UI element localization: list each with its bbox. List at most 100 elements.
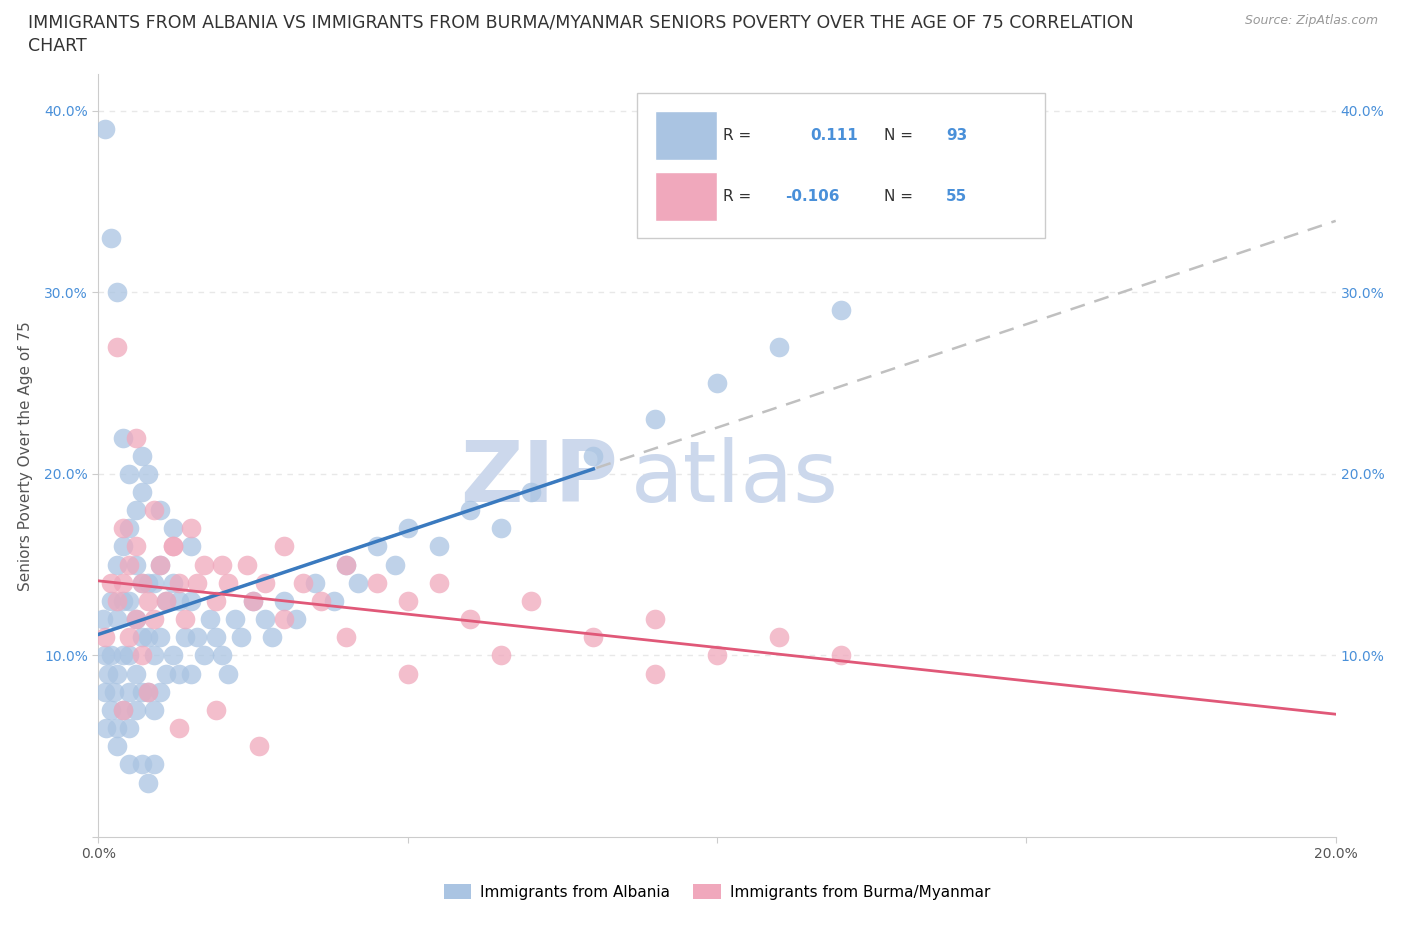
- Point: [118, 593, 141, 608]
- Point: [136, 467, 159, 482]
- Point: [97, 666, 120, 681]
- Point: [254, 576, 277, 591]
- Point: [335, 557, 357, 572]
- FancyBboxPatch shape: [637, 93, 1045, 238]
- Point: [396, 593, 419, 608]
- Point: [162, 648, 184, 663]
- Point: [118, 684, 141, 699]
- Point: [180, 539, 202, 554]
- Point: [644, 412, 666, 427]
- Text: ZIP: ZIP: [460, 437, 619, 520]
- Point: [143, 576, 166, 591]
- Point: [131, 630, 153, 644]
- Point: [136, 684, 159, 699]
- Point: [93, 684, 115, 699]
- Point: [105, 557, 128, 572]
- Point: [242, 593, 264, 608]
- Point: [155, 593, 177, 608]
- Point: [112, 702, 135, 717]
- Point: [118, 630, 141, 644]
- Point: [143, 757, 166, 772]
- Point: [706, 376, 728, 391]
- Point: [644, 666, 666, 681]
- Point: [211, 557, 233, 572]
- Point: [149, 503, 172, 518]
- Point: [162, 521, 184, 536]
- Point: [162, 576, 184, 591]
- Point: [193, 557, 215, 572]
- Text: CHART: CHART: [28, 37, 87, 55]
- Point: [136, 684, 159, 699]
- Point: [186, 576, 208, 591]
- Point: [112, 539, 135, 554]
- Point: [167, 593, 190, 608]
- Point: [520, 593, 543, 608]
- Point: [131, 684, 153, 699]
- Point: [427, 539, 450, 554]
- Point: [149, 557, 172, 572]
- Point: [520, 485, 543, 499]
- Point: [186, 630, 208, 644]
- FancyBboxPatch shape: [655, 111, 717, 160]
- Point: [193, 648, 215, 663]
- Point: [335, 630, 357, 644]
- Y-axis label: Seniors Poverty Over the Age of 75: Seniors Poverty Over the Age of 75: [18, 321, 32, 591]
- Point: [118, 757, 141, 772]
- Point: [105, 339, 128, 354]
- Point: [211, 648, 233, 663]
- Text: IMMIGRANTS FROM ALBANIA VS IMMIGRANTS FROM BURMA/MYANMAR SENIORS POVERTY OVER TH: IMMIGRANTS FROM ALBANIA VS IMMIGRANTS FR…: [28, 14, 1133, 32]
- Point: [155, 593, 177, 608]
- Point: [830, 648, 852, 663]
- Point: [304, 576, 326, 591]
- Point: [273, 539, 295, 554]
- Point: [180, 593, 202, 608]
- Text: -0.106: -0.106: [785, 189, 839, 204]
- Point: [335, 557, 357, 572]
- Text: Source: ZipAtlas.com: Source: ZipAtlas.com: [1244, 14, 1378, 27]
- Point: [118, 521, 141, 536]
- Point: [396, 521, 419, 536]
- Point: [131, 648, 153, 663]
- Point: [149, 630, 172, 644]
- Point: [112, 648, 135, 663]
- Point: [124, 503, 146, 518]
- Legend: Immigrants from Albania, Immigrants from Burma/Myanmar: Immigrants from Albania, Immigrants from…: [437, 877, 997, 906]
- Point: [124, 612, 146, 627]
- Point: [396, 666, 419, 681]
- Point: [198, 612, 221, 627]
- Point: [174, 630, 197, 644]
- Point: [100, 593, 122, 608]
- Point: [205, 702, 228, 717]
- Point: [644, 612, 666, 627]
- Point: [118, 467, 141, 482]
- Point: [162, 539, 184, 554]
- Point: [112, 576, 135, 591]
- Point: [205, 593, 228, 608]
- Text: N =: N =: [884, 189, 918, 204]
- Point: [167, 666, 190, 681]
- Text: 55: 55: [946, 189, 967, 204]
- FancyBboxPatch shape: [655, 172, 717, 221]
- Point: [112, 521, 135, 536]
- Point: [205, 630, 228, 644]
- Point: [105, 721, 128, 736]
- Point: [93, 612, 115, 627]
- Point: [322, 593, 344, 608]
- Text: atlas: atlas: [630, 437, 838, 520]
- Point: [143, 702, 166, 717]
- Point: [149, 684, 172, 699]
- Text: 0.111: 0.111: [810, 128, 858, 143]
- Point: [100, 231, 122, 246]
- Point: [366, 539, 388, 554]
- Point: [93, 630, 115, 644]
- Point: [768, 339, 790, 354]
- Point: [347, 576, 370, 591]
- Text: 93: 93: [946, 128, 967, 143]
- Point: [105, 666, 128, 681]
- Point: [254, 612, 277, 627]
- Point: [93, 648, 115, 663]
- Point: [124, 539, 146, 554]
- Point: [489, 521, 512, 536]
- Point: [582, 448, 605, 463]
- Point: [103, 684, 125, 699]
